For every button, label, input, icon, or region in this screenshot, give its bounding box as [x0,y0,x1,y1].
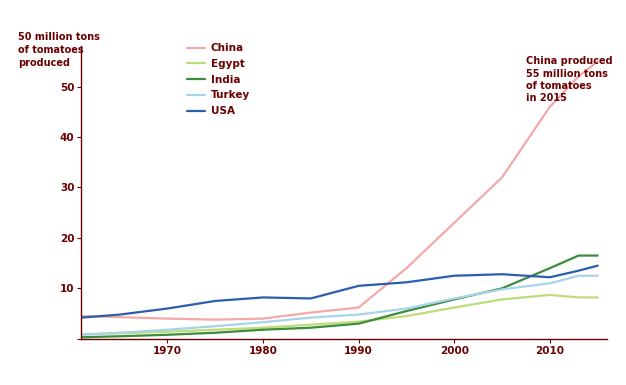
China [403,266,410,271]
China [575,74,582,79]
Line: Turkey: Turkey [81,276,598,335]
USA [78,315,85,320]
India [575,253,582,258]
Egypt [78,332,85,336]
Egypt [259,325,267,330]
Egypt [212,327,219,332]
India [355,321,362,326]
China [307,310,315,315]
Egypt [575,295,582,300]
Turkey [78,333,85,337]
India [594,253,602,258]
India [78,335,85,340]
India [546,266,553,271]
Turkey [116,330,123,335]
India [212,330,219,335]
USA [307,296,315,301]
Turkey [498,287,506,292]
India [116,334,123,338]
USA [116,312,123,317]
China [355,305,362,310]
Egypt [546,293,553,297]
USA [403,280,410,285]
India [163,333,171,337]
India [97,335,105,339]
Egypt [97,331,105,336]
China [163,316,171,321]
Line: India: India [81,256,598,337]
USA [575,268,582,273]
Turkey [212,324,219,328]
USA [451,273,458,278]
India [403,309,410,313]
China [116,315,123,320]
Egypt [116,331,123,336]
USA [212,299,219,303]
Turkey [594,273,602,278]
China [78,314,85,318]
Text: 50 million tons
of tomatoes
produced: 50 million tons of tomatoes produced [18,32,100,68]
China [212,317,219,322]
USA [498,272,506,276]
Turkey [259,320,267,325]
Line: China: China [81,61,598,320]
China [451,221,458,225]
Turkey [546,281,553,286]
Egypt [594,295,602,300]
Turkey [355,312,362,317]
China [546,104,553,109]
Egypt [403,314,410,318]
USA [546,275,553,280]
India [307,325,315,330]
India [259,327,267,332]
Turkey [403,306,410,311]
Egypt [163,330,171,334]
USA [594,263,602,268]
Egypt [355,319,362,324]
China [97,314,105,319]
Turkey [307,315,315,320]
Text: China produced
55 million tons
of tomatoes
in 2015: China produced 55 million tons of tomato… [526,56,613,104]
Egypt [451,305,458,310]
India [451,297,458,302]
Turkey [575,273,582,278]
Egypt [307,322,315,327]
India [498,286,506,291]
Line: Egypt: Egypt [81,295,598,334]
Egypt [498,297,506,302]
China [259,316,267,321]
China [594,59,602,64]
China [498,175,506,180]
USA [163,306,171,311]
Turkey [163,327,171,332]
Turkey [97,331,105,336]
USA [355,283,362,288]
Legend: China, Egypt, India, Turkey, USA: China, Egypt, India, Turkey, USA [187,43,250,116]
Line: USA: USA [81,266,598,318]
Turkey [451,296,458,301]
USA [97,314,105,318]
USA [259,295,267,300]
